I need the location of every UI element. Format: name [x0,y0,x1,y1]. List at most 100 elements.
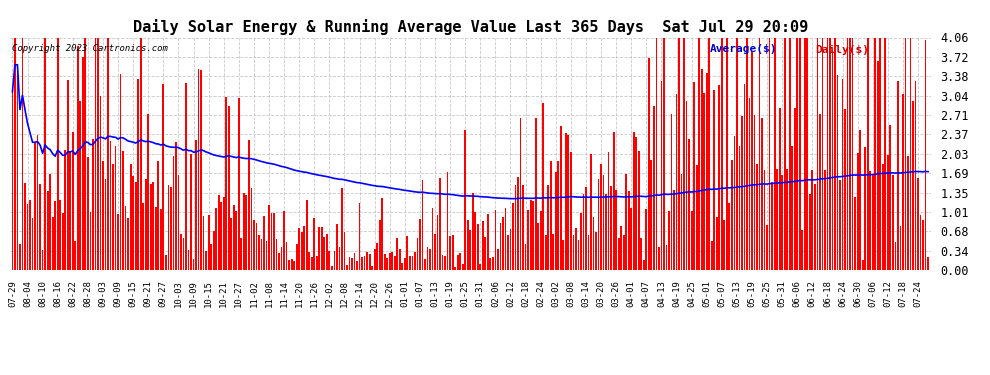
Bar [402,263,403,270]
Bar [112,164,114,270]
Bar [859,130,861,270]
Bar [648,58,649,270]
Bar [784,38,786,270]
Bar [678,38,680,270]
Bar [507,235,509,270]
Bar [840,180,841,270]
Bar [560,126,561,270]
Bar [842,79,843,270]
Bar [681,174,682,270]
Bar [487,214,489,270]
Bar [215,208,217,270]
Bar [22,38,24,270]
Bar [334,251,336,270]
Bar [19,244,21,270]
Bar [528,210,529,270]
Bar [303,226,305,270]
Bar [298,228,300,270]
Bar [789,38,791,270]
Bar [520,118,522,270]
Bar [552,234,554,270]
Bar [479,264,481,270]
Bar [353,254,355,270]
Bar [368,254,370,270]
Bar [193,259,194,270]
Bar [703,93,705,270]
Bar [361,257,363,270]
Bar [809,194,811,270]
Bar [105,179,106,270]
Bar [314,218,315,270]
Bar [308,252,310,270]
Bar [711,241,713,270]
Bar [515,185,517,270]
Bar [260,239,262,270]
Bar [226,98,227,270]
Bar [748,98,750,270]
Bar [154,207,156,270]
Bar [241,238,243,270]
Bar [417,238,419,270]
Bar [195,140,197,270]
Bar [608,152,610,270]
Bar [572,235,574,270]
Bar [110,141,112,270]
Bar [776,169,778,270]
Bar [198,69,199,270]
Bar [384,255,385,270]
Bar [884,38,886,270]
Bar [736,38,738,270]
Bar [547,184,549,270]
Bar [190,153,192,270]
Bar [922,220,924,270]
Bar [570,152,572,270]
Bar [445,256,446,270]
Bar [301,232,303,270]
Bar [819,114,821,270]
Bar [650,160,652,270]
Bar [236,211,238,270]
Bar [628,190,630,270]
Bar [296,243,298,270]
Bar [170,187,172,270]
Bar [497,249,499,270]
Bar [555,171,556,270]
Bar [510,229,512,270]
Bar [794,108,796,270]
Bar [482,221,484,270]
Bar [283,211,285,270]
Bar [577,240,579,270]
Bar [321,227,323,270]
Bar [223,197,225,270]
Bar [205,251,207,270]
Bar [451,236,453,270]
Bar [32,217,34,270]
Bar [915,81,917,270]
Bar [293,261,295,270]
Bar [593,217,594,270]
Bar [265,241,267,270]
Bar [851,38,853,270]
Bar [92,139,94,270]
Bar [356,261,358,270]
Bar [771,182,773,270]
Bar [374,249,375,270]
Bar [143,203,145,270]
Bar [638,151,640,270]
Bar [660,81,662,270]
Bar [726,38,728,270]
Bar [165,255,166,270]
Bar [394,256,396,270]
Bar [213,231,215,270]
Bar [731,160,733,270]
Bar [449,237,451,270]
Bar [824,170,826,270]
Bar [95,38,96,270]
Bar [495,210,496,270]
Bar [185,82,187,270]
Bar [348,257,350,270]
Bar [148,114,149,270]
Bar [758,38,760,270]
Bar [618,238,620,270]
Bar [595,232,597,270]
